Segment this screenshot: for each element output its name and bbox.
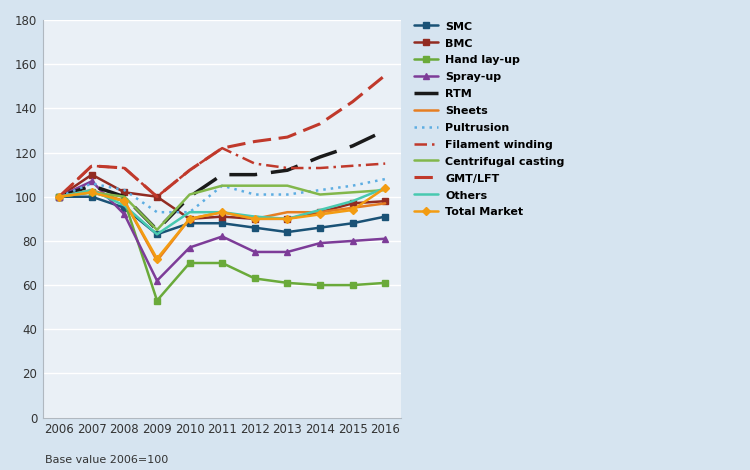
Text: Base value 2006=100: Base value 2006=100 [45,455,168,465]
Legend: SMC, BMC, Hand lay-up, Spray-up, RTM, Sheets, Pultrusion, Filament winding, Cent: SMC, BMC, Hand lay-up, Spray-up, RTM, Sh… [410,17,568,221]
